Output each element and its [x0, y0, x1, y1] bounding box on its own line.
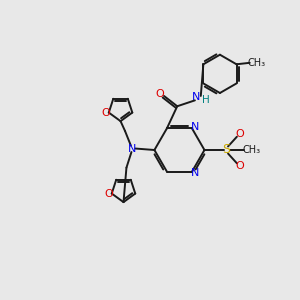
Text: N: N — [191, 168, 199, 178]
Text: O: O — [236, 161, 244, 171]
Text: N: N — [128, 143, 136, 154]
Text: CH₃: CH₃ — [247, 58, 265, 68]
Text: CH₃: CH₃ — [242, 145, 261, 155]
Text: N: N — [192, 92, 201, 102]
Text: O: O — [104, 189, 113, 199]
Text: O: O — [101, 108, 110, 118]
Text: O: O — [155, 89, 164, 100]
Text: O: O — [236, 129, 244, 139]
Text: S: S — [223, 143, 231, 157]
Text: H: H — [202, 95, 210, 105]
Text: N: N — [191, 122, 199, 132]
